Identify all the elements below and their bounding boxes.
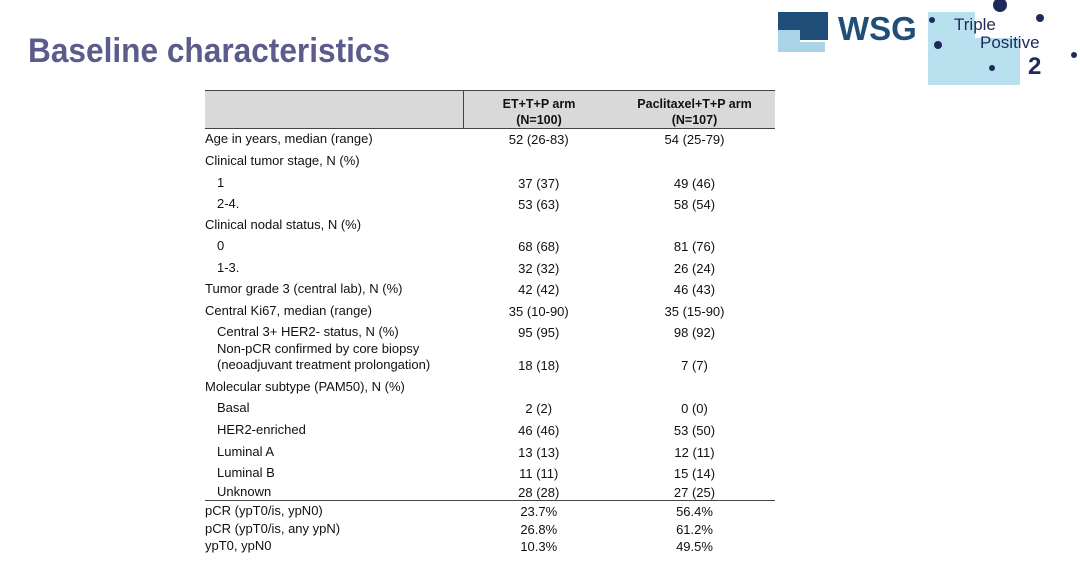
header-cell: ET+T+P arm (N=100) <box>463 90 614 129</box>
cell: 10.3% <box>520 538 558 554</box>
row-label: Luminal B <box>217 464 275 480</box>
column-n: (N=107) <box>671 113 718 127</box>
logo-line3: 2 <box>1028 53 1041 80</box>
cell: 7 (7) <box>681 357 708 373</box>
cell <box>614 373 775 395</box>
table-row: Tumor grade 3 (central lab), N (%) 42 (42… <box>205 276 775 297</box>
cell: 68 (68) <box>518 238 560 254</box>
row-label: Central 3+ HER2- status, N (%) <box>217 323 399 339</box>
row-label: Unknown <box>217 484 272 499</box>
cell: 2 (2) <box>525 400 553 416</box>
cell: 35 (10-90) <box>508 303 569 319</box>
header-cell <box>205 90 464 129</box>
cell: 53 (63) <box>518 196 560 212</box>
column-n: (N=100) <box>516 113 562 127</box>
row-label: Non-pCR confirmed by core biopsy (neoadj… <box>217 340 431 372</box>
table-row: 1 37 (37) 49 (46) <box>205 169 775 191</box>
header-row: ET+T+P arm (N=100) Paclitaxel+T+P arm (N=1… <box>205 90 775 129</box>
table-row: pCR (ypT0/is, ypN0) 23.7% 56.4% <box>205 500 775 519</box>
cell: 58 (54) <box>673 196 716 212</box>
cell: 56.4% <box>614 500 775 519</box>
cell: 26 (24) <box>673 260 716 276</box>
table-row: Central 3+ HER2- status, N (%) 95 (95) 98 … <box>205 319 775 340</box>
logo-brand: WSG <box>838 10 917 47</box>
cell: 18 (18) <box>518 357 560 373</box>
cell: 28 (28) <box>518 485 560 500</box>
cell: 27 (25) <box>673 485 716 500</box>
cell: 26.8% <box>520 521 558 537</box>
cell: 0 (0) <box>681 400 708 416</box>
table-row: ypT0, ypN0 10.3% 49.5% <box>205 537 775 554</box>
cell: 98 (92) <box>673 324 716 340</box>
cell: 13 (13) <box>518 444 560 460</box>
row-label: Clinical tumor stage, N (%) <box>205 152 360 168</box>
row-label: Central Ki67, median (range) <box>205 302 372 318</box>
column-name: ET+T+P arm <box>502 97 576 111</box>
row-label: Basal <box>217 399 250 415</box>
cell: 12 (11) <box>674 444 715 460</box>
cell <box>614 212 775 233</box>
row-label: Luminal A <box>217 443 275 459</box>
table-row: Luminal B 11 (11) 15 (14) <box>205 460 775 481</box>
cell: 49.5% <box>676 538 713 554</box>
cell: 23.7% <box>463 500 614 519</box>
cell <box>464 212 615 233</box>
table-row: 0 68 (68) 81 (76) <box>205 233 775 254</box>
slide-title: Baseline characteristics <box>28 32 391 70</box>
table-row: Clinical nodal status, N (%) <box>205 212 775 233</box>
table-row: Non-pCR confirmed by core biopsy (neoadj… <box>205 340 775 373</box>
table-row: Luminal A 13 (13) 12 (11) <box>205 438 775 460</box>
table-row: HER2-enriched 46 (46) 53 (50) <box>205 416 775 438</box>
cell: 49 (46) <box>673 175 716 191</box>
row-label: Molecular subtype (PAM50), N (%) <box>205 378 405 394</box>
table-row: Basal 2 (2) 0 (0) <box>205 395 775 416</box>
table-row: 1-3. 32 (32) 26 (24) <box>205 254 775 276</box>
cell: 42 (42) <box>518 281 560 297</box>
table-row: Unknown 28 (28) 27 (25) <box>205 481 775 501</box>
logo-line2: Positive <box>980 33 1040 52</box>
column-name: Paclitaxel+T+P arm <box>637 97 752 111</box>
row-label: Clinical nodal status, N (%) <box>205 216 362 232</box>
row-label: HER2-enriched <box>217 421 306 437</box>
table-row: Age in years, median (range) 52 (26-83) 54… <box>205 129 775 147</box>
logo: WSG Triple Positive 2 <box>778 0 1077 85</box>
cell: 35 (15-90) <box>664 303 725 319</box>
cell: 52 (26-83) <box>508 131 569 147</box>
logo-line1: Triple <box>954 15 996 34</box>
row-label: Age in years, median (range) <box>205 130 373 146</box>
table-row: pCR (ypT0/is, any ypN) 26.8% 61.2% <box>205 519 775 537</box>
cell: 46 (46) <box>518 422 560 438</box>
row-label: 2-4. <box>217 195 240 211</box>
row-label: 1-3. <box>217 259 240 275</box>
table-body: Age in years, median (range) 52 (26-83) 54… <box>205 129 775 554</box>
cell <box>614 147 775 169</box>
row-label: pCR (ypT0/is, ypN0) <box>205 500 464 519</box>
cell: 46 (43) <box>673 281 716 297</box>
cell: 81 (76) <box>673 238 716 254</box>
header-cell: Paclitaxel+T+P arm (N=107) <box>614 90 775 129</box>
row-label: Tumor grade 3 (central lab), N (%) <box>205 280 403 296</box>
row-label: 1 <box>217 174 225 190</box>
cell: 15 (14) <box>673 465 716 481</box>
cell: 11 (11) <box>519 465 559 481</box>
cell: 61.2% <box>676 521 713 537</box>
row-label: 0 <box>217 237 225 253</box>
cell: 32 (32) <box>518 260 560 276</box>
cell: 95 (95) <box>518 324 560 340</box>
cell <box>464 147 615 169</box>
table-row: Molecular subtype (PAM50), N (%) <box>205 373 775 395</box>
table-row: Central Ki67, median (range) 35 (10-90) 35… <box>205 297 775 319</box>
row-label: pCR (ypT0/is, any ypN) <box>205 520 341 536</box>
cell: 54 (25-79) <box>664 131 725 147</box>
table-row: Clinical tumor stage, N (%) <box>205 147 775 169</box>
table: ET+T+P arm (N=100) Paclitaxel+T+P arm (N=1… <box>205 90 775 554</box>
cell <box>464 373 615 395</box>
row-label: ypT0, ypN0 <box>205 537 272 553</box>
table-row: 2-4. 53 (63) 58 (54) <box>205 191 775 212</box>
cell: 53 (50) <box>673 422 716 438</box>
cell: 37 (37) <box>518 175 560 191</box>
